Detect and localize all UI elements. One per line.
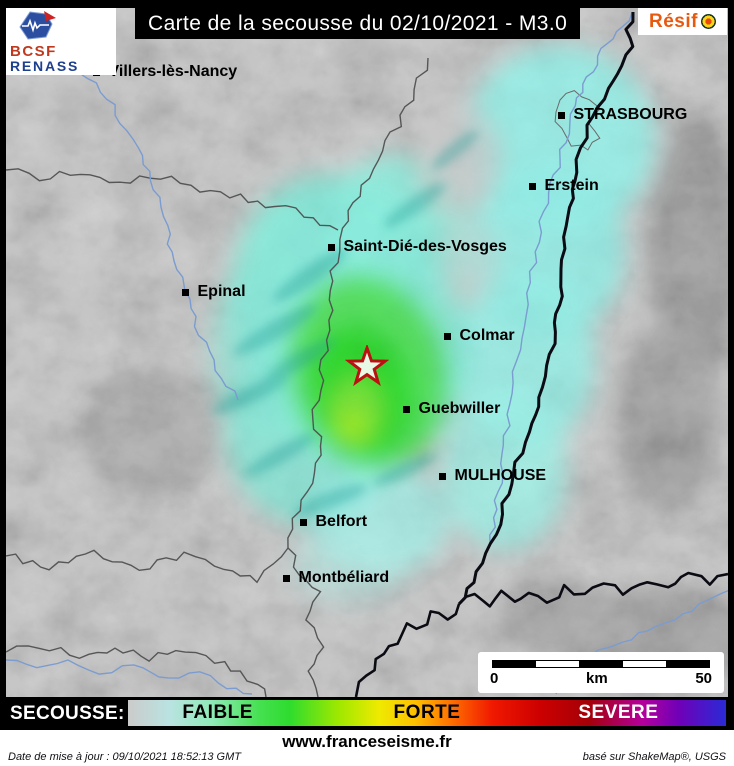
legend-level-label: FAIBLE	[182, 702, 253, 723]
swiss-border-southwest	[354, 603, 461, 697]
map-canvas	[6, 8, 728, 697]
river-doubs	[6, 659, 253, 695]
rhine-border	[457, 11, 635, 606]
department-borders	[6, 57, 429, 697]
river-ill	[489, 157, 561, 545]
website-url: www.franceseisme.fr	[282, 732, 452, 751]
legend-gradient: FAIBLE FORTE SEVERE	[128, 700, 726, 726]
legend-level-label: SEVERE	[578, 702, 659, 723]
map-frame: Villers-lès-Nancy STRASBOURG Erstein Saint-…	[0, 0, 734, 697]
swiss-border-east	[458, 571, 728, 608]
legend-level-label: FORTE	[393, 702, 461, 723]
legend-title: SECOUSSE:	[10, 703, 125, 724]
national-borders	[354, 11, 728, 697]
texture-overlay	[6, 8, 728, 697]
river-moselle	[69, 59, 239, 401]
shakemap-credit: basé sur ShakeMap®, USGS	[582, 751, 726, 763]
footer: www.franceseisme.fr Date de mise à jour …	[0, 730, 734, 766]
map-art	[6, 8, 728, 697]
river-rhine-blue	[558, 11, 633, 159]
strasbourg-outline	[554, 90, 601, 151]
intensity-legend: SECOUSSE: FAIBLE FORTE SEVERE	[0, 697, 734, 730]
update-date: Date de mise à jour : 09/10/2021 18:52:1…	[8, 751, 241, 763]
